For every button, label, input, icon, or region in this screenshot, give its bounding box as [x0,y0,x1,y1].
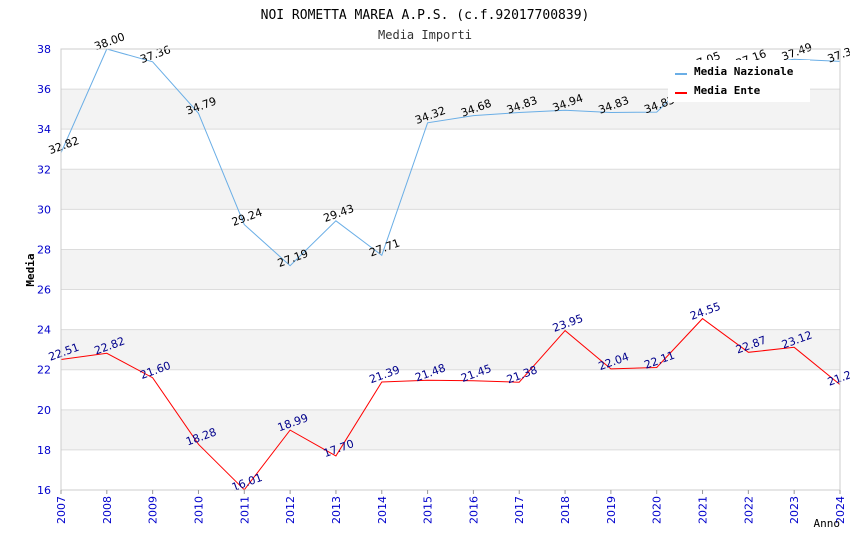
y-tick-label: 26 [37,284,51,297]
x-tick-label: 2014 [376,496,389,524]
y-tick-label: 32 [37,163,51,176]
grid-bands [61,89,840,450]
grid-band [61,249,840,290]
x-tick-label: 2010 [192,496,205,524]
x-tick-label: 2016 [467,496,480,524]
y-tick-label: 22 [37,364,51,377]
data-label: 37.36 [138,43,172,66]
x-tick-label: 2019 [605,496,618,524]
x-tick-label: 2015 [422,496,435,524]
x-tick-label: 2013 [330,496,343,524]
y-tick-label: 20 [37,404,51,417]
y-tick-label: 28 [37,243,51,256]
x-tick-label: 2012 [284,496,297,524]
plot-border [60,48,841,491]
series-line-media-ente [60,317,841,491]
y-tick-label: 34 [37,123,51,136]
x-tick-label: 2021 [697,496,710,524]
y-tick-label: 24 [37,324,51,337]
chart-title: NOI ROMETTA MAREA A.P.S. (c.f.9201770083… [261,8,590,23]
x-tick-label: 2007 [55,496,68,524]
y-tick-label: 38 [37,43,51,56]
y-tick-label: 30 [37,203,51,216]
legend-label: Media Nazionale [694,65,794,78]
grid-band [61,329,840,370]
x-tick-label: 2023 [788,496,801,524]
x-tick-label: 2017 [513,496,526,524]
chart-subtitle: Media Importi [378,28,472,42]
y-tick-label: 16 [37,484,51,497]
legend-label: Media Ente [694,84,761,97]
data-label: 32.82 [47,134,81,157]
x-tick-label: 2022 [742,496,755,524]
x-tick-label: 2024 [834,496,847,524]
x-tick-label: 2020 [651,496,664,524]
x-axis-label: Anno [814,517,841,530]
y-tick-label: 36 [37,83,51,96]
data-label: 37.38 [826,43,850,66]
y-axis-label: Media [24,253,37,286]
x-tick-label: 2009 [147,496,160,524]
grid-band [61,169,840,210]
x-tick-label: 2008 [101,496,114,524]
data-label: 16.01 [230,471,264,494]
x-tick-label: 2011 [238,496,251,524]
grid-band [61,409,840,450]
legend-box [668,60,810,102]
y-tick-label: 18 [37,444,51,457]
legend: Media Nazionale Media Ente [668,60,810,102]
data-label: 24.55 [688,300,722,323]
x-tick-label: 2018 [559,496,572,524]
